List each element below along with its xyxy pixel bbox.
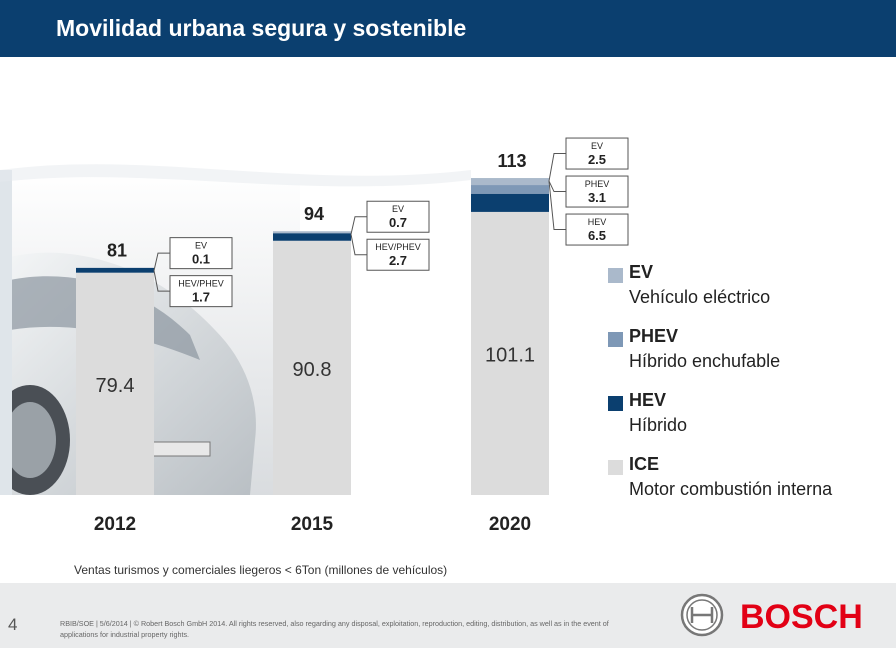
- callout-value: 3.1: [588, 190, 606, 205]
- legend-code: HEV: [629, 390, 667, 410]
- legend-item-ev: EV Vehículo eléctrico: [608, 262, 888, 326]
- legend-code: EV: [629, 262, 654, 282]
- bar-segment-hev: [76, 267, 154, 273]
- callout-label: EV: [195, 241, 207, 251]
- callout-box: [366, 238, 430, 271]
- callout-box: [565, 137, 629, 170]
- legend-swatch-ice: [608, 460, 623, 475]
- copyright-text: RBIB/SOE | 5/6/2014 | © Robert Bosch Gmb…: [60, 619, 609, 639]
- footer: 4 RBIB/SOE | 5/6/2014 | © Robert Bosch G…: [0, 583, 896, 648]
- legend-desc: Híbrido: [629, 415, 688, 435]
- callout-leader-line: [548, 180, 566, 231]
- x-tick-label: 2012: [94, 514, 136, 535]
- callout-leader-line: [350, 216, 367, 235]
- callout-box: [565, 175, 629, 208]
- callout-leader-line: [153, 252, 170, 271]
- callout-label: EV: [591, 141, 603, 151]
- callout-label: HEV/PHEV: [178, 279, 224, 289]
- bar-total-label: 113: [497, 151, 526, 171]
- svg-text:BOSCH: BOSCH: [740, 598, 863, 636]
- bar-value-label: 90.8: [293, 359, 332, 381]
- legend-desc: Motor combustión interna: [629, 479, 833, 499]
- callout-label: PHEV: [585, 179, 610, 189]
- bar-segment-ev: [471, 178, 549, 186]
- growth-band: [0, 164, 471, 187]
- legend-code: PHEV: [629, 326, 679, 346]
- legend-item-phev: PHEV Híbrido enchufable: [608, 326, 888, 390]
- callout-value: 1.7: [192, 290, 210, 305]
- chart-legend: EV Vehículo eléctrico PHEV Híbrido enchu…: [608, 262, 888, 518]
- callout-value: 2.7: [389, 253, 407, 268]
- callout-leader-line: [548, 153, 566, 182]
- callout-leader-line: [350, 234, 367, 256]
- stacked-bar-chart: 79.4812012EV0.1HEV/PHEV1.790.8942015EV0.…: [0, 137, 629, 535]
- legend-swatch-hev: [608, 396, 623, 411]
- bar-segment-hev: [471, 193, 549, 212]
- callout-value: 0.1: [192, 252, 210, 267]
- legend-desc: Vehículo eléctrico: [629, 287, 771, 307]
- callout-value: 0.7: [389, 215, 407, 230]
- car-background-image: [0, 170, 300, 495]
- bar-segment-ice: [471, 211, 549, 496]
- bar-segment-hev: [273, 233, 351, 241]
- bosch-logo: BOSCH: [680, 593, 863, 637]
- legend-item-hev: HEV Híbrido: [608, 390, 888, 454]
- callout-box: [366, 200, 430, 233]
- legend-item-ice: ICE Motor combustión interna: [608, 454, 888, 518]
- bar-value-label: 101.1: [485, 344, 535, 366]
- callout-leader-line: [548, 180, 566, 193]
- bar-total-label: 81: [107, 241, 127, 261]
- legend-desc: Híbrido enchufable: [629, 351, 781, 371]
- header-bar: Movilidad urbana segura y sostenible: [0, 0, 896, 57]
- callout-label: HEV: [588, 217, 607, 227]
- callout-leader-line: [153, 270, 170, 292]
- page-number: 4: [8, 615, 18, 634]
- x-tick-label: 2015: [291, 514, 334, 535]
- callout-box: [169, 237, 233, 270]
- callout-value: 6.5: [588, 228, 606, 243]
- bar-value-label: 79.4: [96, 375, 135, 397]
- x-tick-label: 2020: [489, 514, 531, 535]
- chart-caption: Ventas turismos y comerciales liegeros <…: [74, 563, 448, 577]
- bar-segment-phev: [471, 185, 549, 194]
- bar-segment-ev: [273, 231, 351, 234]
- callout-label: HEV/PHEV: [375, 242, 421, 252]
- callout-value: 2.5: [588, 152, 606, 167]
- callout-box: [169, 275, 233, 308]
- bar-segment-ice: [76, 272, 154, 495]
- page-title: Movilidad urbana segura y sostenible: [56, 15, 467, 41]
- bar-segment-ice: [273, 240, 351, 495]
- legend-code: ICE: [629, 454, 660, 474]
- legend-swatch-ev: [608, 268, 623, 283]
- callout-box: [565, 213, 629, 246]
- bar-total-label: 94: [304, 204, 324, 224]
- legend-swatch-phev: [608, 332, 623, 347]
- callout-label: EV: [392, 204, 404, 214]
